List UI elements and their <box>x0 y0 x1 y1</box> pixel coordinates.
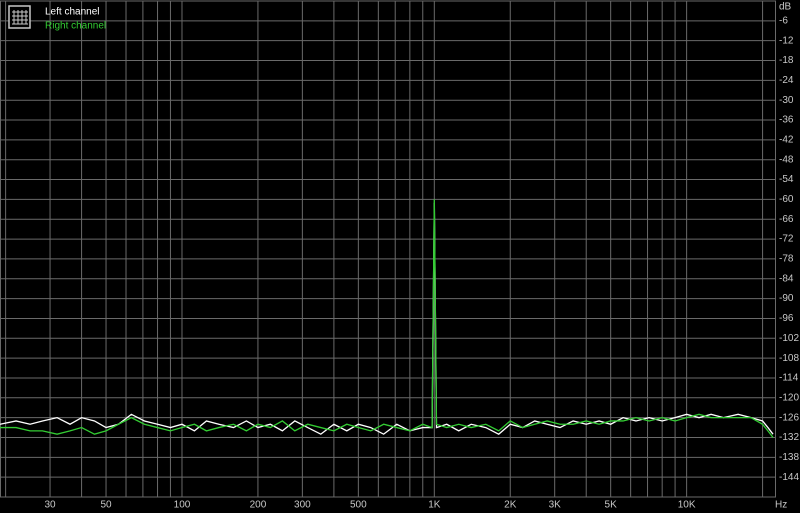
y-tick-label: -138 <box>779 452 799 463</box>
x-tick-label: 10K <box>678 500 696 511</box>
legend-icon <box>8 5 31 29</box>
y-tick-label: -6 <box>779 15 788 26</box>
plot-lines <box>0 199 774 438</box>
y-tick-label: -42 <box>779 135 794 146</box>
y-tick-label: -24 <box>779 75 794 86</box>
y-tick-label: -90 <box>779 293 794 304</box>
legend-entry: Right channel <box>45 21 106 32</box>
y-tick-label: -60 <box>779 194 794 205</box>
x-tick-label: 200 <box>250 500 267 511</box>
y-tick-label: -72 <box>779 234 794 245</box>
y-tick-label: -126 <box>779 412 799 423</box>
y-tick-label: -78 <box>779 254 794 265</box>
x-tick-label: 500 <box>350 500 367 511</box>
x-tick-label: 3K <box>549 500 562 511</box>
plot-frame <box>0 0 776 498</box>
x-tick-label: 30 <box>44 500 56 511</box>
legend-entry: Left channel <box>45 7 100 18</box>
y-tick-label: -18 <box>779 55 794 66</box>
y-unit: dB <box>779 2 792 13</box>
y-tick-label: -30 <box>779 95 794 106</box>
x-tick-label: 300 <box>294 500 311 511</box>
y-tick-label: -54 <box>779 174 794 185</box>
y-tick-label: -108 <box>779 353 799 364</box>
y-tick-label: -114 <box>779 373 799 384</box>
y-tick-label: -132 <box>779 432 799 443</box>
x-tick-label: 1K <box>428 500 441 511</box>
series-line <box>0 199 774 438</box>
y-tick-label: -48 <box>779 154 794 165</box>
y-tick-label: -36 <box>779 115 794 126</box>
x-tick-label: 5K <box>605 500 618 511</box>
legend: Left channel Right channel <box>8 5 106 32</box>
y-tick-label: -96 <box>779 313 794 324</box>
y-tick-label: -12 <box>779 35 794 46</box>
y-tick-label: -144 <box>779 472 799 483</box>
y-tick-label: -84 <box>779 273 794 284</box>
y-tick-label: -102 <box>779 333 799 344</box>
legend-icon-grid <box>12 10 28 25</box>
y-tick-label: -120 <box>779 392 799 403</box>
x-tick-label: 100 <box>174 500 191 511</box>
x-unit: Hz <box>775 500 787 511</box>
x-tick-label: 50 <box>100 500 112 511</box>
x-tick-label: 2K <box>504 500 517 511</box>
y-tick-label: -66 <box>779 214 794 225</box>
grid <box>0 0 776 498</box>
